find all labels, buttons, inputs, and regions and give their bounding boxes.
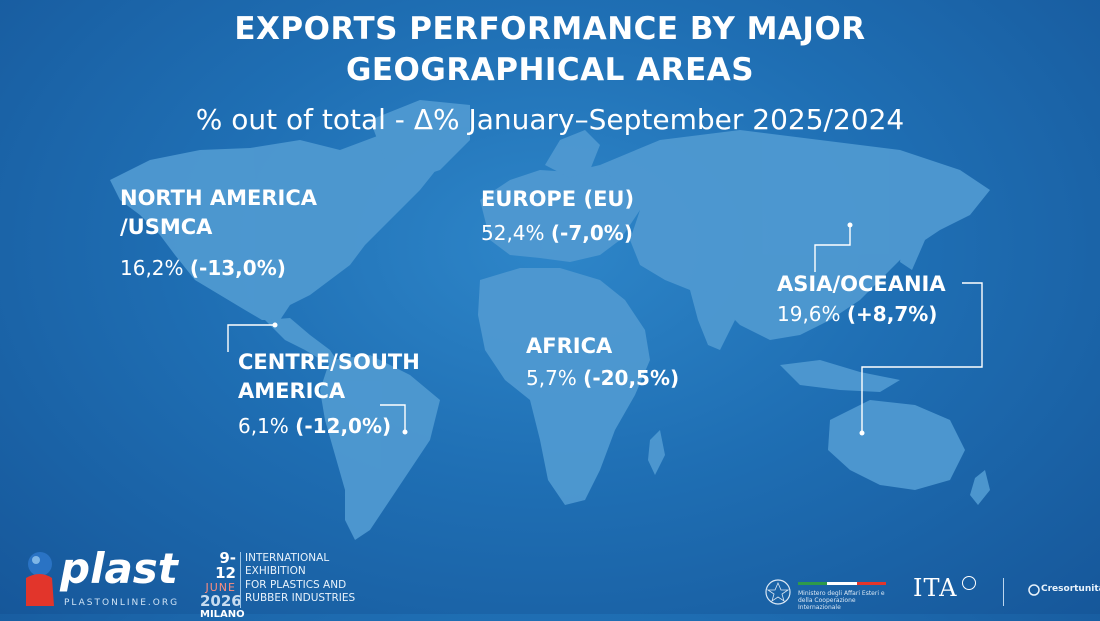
plast-url: PLASTONLINE.ORG <box>64 598 180 608</box>
greenland-shape <box>370 100 470 180</box>
cres-logo-text: Cresortunita <box>1041 584 1100 594</box>
connector-oceania <box>861 282 983 432</box>
exhibition-line: RUBBER INDUSTRIES <box>245 592 356 605</box>
europe-shape <box>480 165 640 262</box>
italian-flag-stripe-icon <box>798 582 886 585</box>
event-city: MILANO <box>200 609 245 621</box>
region-asia-oceania-value: 19,6% (+8,7%) <box>777 302 937 326</box>
connector-dot-asia <box>847 222 853 228</box>
region-south-america-value: 6,1% (-12,0%) <box>238 414 391 438</box>
region-south-america-name-line2: AMERICA <box>238 379 346 404</box>
region-africa-value: 5,7% (-20,5%) <box>526 366 679 390</box>
indonesia-shape <box>780 360 900 392</box>
plast-mascot-icon <box>26 552 54 606</box>
event-date: 9-12 JUNE 2026 MILANO <box>200 549 245 621</box>
region-north-america-name-line2: /USMCA <box>120 215 213 240</box>
plast-logo: plast <box>60 544 178 593</box>
region-europe-share: 52,4% <box>481 221 545 245</box>
region-north-america-share: 16,2% <box>120 256 184 280</box>
connector-north-america <box>227 324 275 352</box>
footer-divider <box>1003 578 1004 606</box>
region-africa-label: AFRICA <box>526 334 613 358</box>
exhibition-line: INTERNATIONAL <box>245 552 330 564</box>
madagascar-shape <box>648 430 665 475</box>
region-europe-label: EUROPE (EU) <box>481 187 635 211</box>
region-north-america-label: NORTH AMERICA /USMCA <box>120 184 317 243</box>
event-days: 9-12 <box>215 549 236 582</box>
connector-dot-north-america <box>272 322 278 328</box>
region-asia-oceania-label: ASIA/OCEANIA <box>777 272 946 296</box>
region-north-america-delta: (-13,0%) <box>189 256 286 280</box>
page-title-line1: EXPORTS PERFORMANCE BY MAJOR <box>234 11 866 47</box>
region-south-america-name-line1: CENTRE/SOUTH <box>238 350 420 374</box>
region-south-america-delta: (-12,0%) <box>295 414 392 438</box>
region-north-america-value: 16,2% (-13,0%) <box>120 256 286 280</box>
south-america-shape <box>320 355 440 540</box>
region-europe-value: 52,4% (-7,0%) <box>481 221 633 245</box>
region-europe-delta: (-7,0%) <box>550 221 633 245</box>
ita-logo: ITA <box>913 574 958 602</box>
connector-dot-oceania <box>859 430 865 436</box>
region-south-america-label: CENTRE/SOUTH AMERICA <box>238 348 420 407</box>
exhibition-description: INTERNATIONAL EXHIBITION FOR PLASTICS AN… <box>245 552 355 606</box>
region-asia-oceania-delta: (+8,7%) <box>846 302 938 326</box>
exhibition-line: EXHIBITION <box>245 565 306 578</box>
australia-shape <box>828 400 965 490</box>
region-south-america-share: 6,1% <box>238 414 289 438</box>
new-zealand-shape <box>970 470 990 505</box>
connector-asia <box>814 225 851 272</box>
connector-south-america <box>380 404 406 430</box>
africa-shape <box>478 268 650 505</box>
central-america-shape <box>265 318 340 365</box>
connector-dot-south-america <box>402 429 408 435</box>
event-year: 2026 <box>200 592 242 611</box>
cres-logo-icon <box>1028 584 1040 596</box>
event-month: JUNE <box>205 581 236 594</box>
india-shape <box>690 290 735 350</box>
page-title-line2: GEOGRAPHICAL AREAS <box>345 52 755 88</box>
exhibition-line: FOR PLASTICS AND <box>245 578 347 591</box>
north-america-shape <box>110 135 440 320</box>
scandinavia-shape <box>545 130 600 178</box>
region-africa-share: 5,7% <box>526 366 577 390</box>
region-africa-delta: (-20,5%) <box>583 366 680 390</box>
republic-emblem-icon <box>765 579 791 605</box>
ministry-logo-text: Ministero degli Affari Esteri e della Co… <box>798 590 885 612</box>
footer-divider <box>240 552 241 608</box>
region-north-america-name-line1: NORTH AMERICA <box>120 186 318 210</box>
page-subtitle: % out of total - Δ% January–September 20… <box>195 103 905 136</box>
region-asia-oceania-share: 19,6% <box>777 302 841 326</box>
ita-badge-icon <box>962 576 976 590</box>
asia-shape <box>600 130 990 340</box>
japan-shape <box>900 215 925 270</box>
